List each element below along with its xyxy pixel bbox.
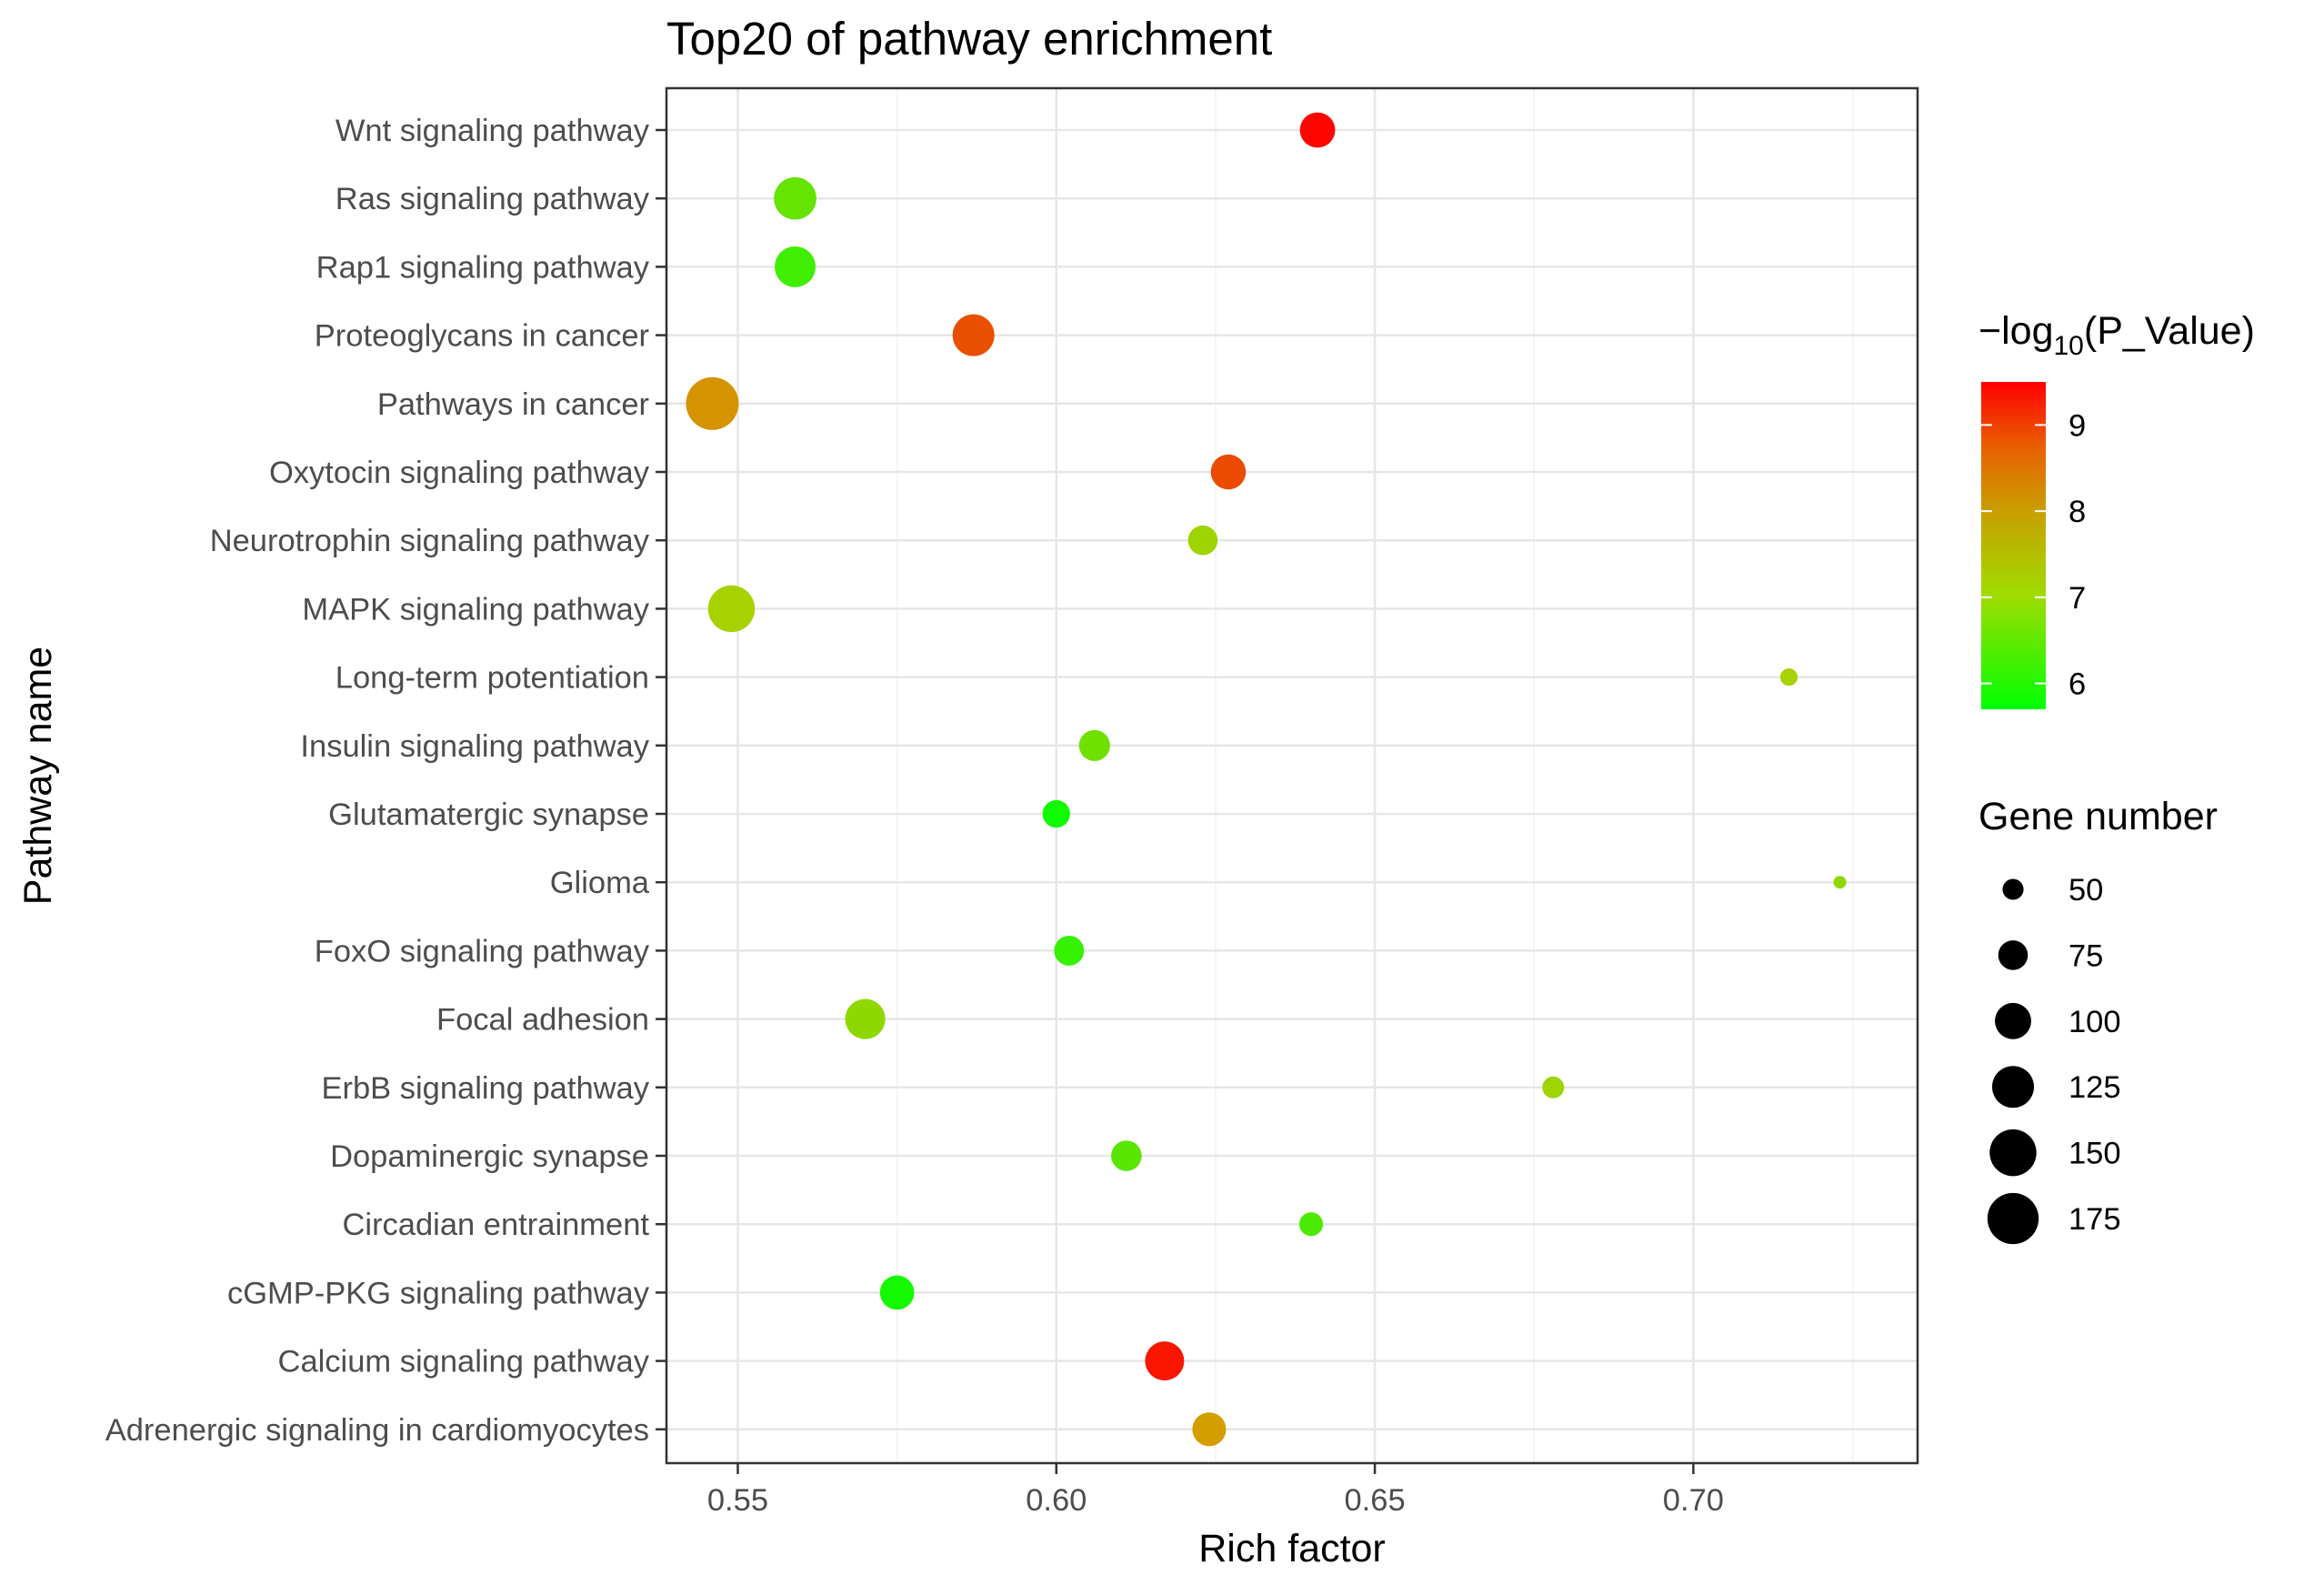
size-legend-label: 175: [2069, 1202, 2121, 1237]
y-tick-label: cGMP-PKG signaling pathway: [227, 1276, 650, 1310]
y-tick-label: Proteoglycans in cancer: [315, 319, 649, 354]
data-point: [1210, 454, 1247, 490]
y-tick-label: Wnt signaling pathway: [336, 114, 650, 148]
y-tick-label: Neurotrophin signaling pathway: [210, 524, 650, 558]
size-legend-key: [1995, 1002, 2031, 1039]
data-points: [686, 112, 1847, 1447]
x-axis-title: Rich factor: [1198, 1527, 1386, 1570]
data-point: [879, 1275, 915, 1310]
size-legend: Gene number 50 75 100 125 150 175: [1978, 795, 2218, 1245]
y-tick-label: Oxytocin signaling pathway: [269, 456, 650, 490]
x-tick-label: 0.55: [707, 1483, 768, 1518]
data-point: [1542, 1076, 1565, 1098]
colorbar-tick-label: 8: [2069, 495, 2086, 529]
colorbar-ticks: 6 7 8 9: [1981, 408, 2086, 702]
data-point: [1298, 1212, 1324, 1237]
size-legend-key: [2002, 878, 2024, 900]
y-tick-label: Glioma: [550, 866, 650, 900]
y-axis-title: Pathway name: [16, 647, 60, 905]
data-point: [1833, 876, 1847, 889]
y-tick-label: Insulin signaling pathway: [300, 729, 649, 764]
data-point: [1779, 668, 1798, 687]
x-axis: 0.55 0.60 0.65 0.70: [707, 1463, 1724, 1518]
data-point: [1145, 1341, 1185, 1381]
plot-border: [665, 86, 1919, 1465]
x-tick-label: 0.65: [1345, 1483, 1406, 1518]
color-legend-title: −log10(P_Value): [1978, 309, 2255, 361]
y-tick-label: Circadian entrainment: [342, 1208, 649, 1242]
size-legend-key: [1987, 1192, 2039, 1245]
y-tick-label: Pathways in cancer: [377, 387, 649, 422]
y-tick-label: Calcium signaling pathway: [278, 1345, 650, 1379]
y-tick-label: FoxO signaling pathway: [315, 934, 650, 968]
colorbar-tick-label: 6: [2069, 667, 2086, 702]
y-tick-label: Adrenergic signaling in cardiomyocytes: [105, 1413, 649, 1448]
y-tick-label: Rap1 signaling pathway: [316, 250, 650, 285]
size-legend-label: 50: [2069, 873, 2103, 908]
colorbar-tick-label: 7: [2069, 581, 2086, 616]
data-point: [1187, 525, 1218, 556]
y-tick-label: Dopaminergic synapse: [330, 1139, 649, 1174]
colorbar: [1981, 382, 2046, 709]
data-point: [707, 585, 756, 633]
grid-lines: [666, 88, 1918, 1463]
size-legend-items: 50 75 100 125 150 175: [1987, 873, 2121, 1245]
data-point: [1111, 1140, 1142, 1171]
size-legend-key: [1998, 940, 2028, 970]
y-tick-label: MAPK signaling pathway: [302, 592, 649, 627]
data-point: [1042, 799, 1070, 828]
colorbar-tick-label: 9: [2069, 408, 2086, 443]
data-point: [845, 998, 886, 1039]
data-point: [1299, 112, 1336, 148]
size-legend-label: 100: [2069, 1005, 2121, 1039]
y-tick-label: ErbB signaling pathway: [321, 1071, 649, 1106]
x-tick-label: 0.70: [1663, 1483, 1724, 1518]
color-legend: −log10(P_Value) 6 7 8 9: [1978, 309, 2255, 709]
plot-background: [666, 88, 1918, 1463]
x-tick-label: 0.60: [1026, 1483, 1087, 1518]
size-legend-label: 150: [2069, 1137, 2121, 1171]
chart-title: Top20 of pathway enrichment: [666, 13, 1272, 65]
data-point: [952, 314, 995, 356]
y-tick-label: Ras signaling pathway: [336, 182, 650, 216]
y-tick-label: Glutamatergic synapse: [328, 798, 649, 832]
data-point: [1192, 1412, 1227, 1447]
y-tick-label: Focal adhesion: [436, 1003, 649, 1038]
data-point: [1054, 935, 1085, 966]
data-point: [686, 376, 739, 430]
size-legend-key: [1991, 1066, 2035, 1108]
data-point: [775, 246, 816, 287]
size-legend-title: Gene number: [1978, 795, 2218, 838]
size-legend-label: 75: [2069, 938, 2103, 973]
data-point: [774, 176, 816, 220]
size-legend-key: [1989, 1129, 2037, 1177]
data-point: [1078, 729, 1110, 761]
size-legend-label: 125: [2069, 1070, 2121, 1105]
y-tick-label: Long-term potentiation: [336, 661, 649, 696]
y-axis: Wnt signaling pathway Ras signaling pathw…: [105, 114, 666, 1448]
